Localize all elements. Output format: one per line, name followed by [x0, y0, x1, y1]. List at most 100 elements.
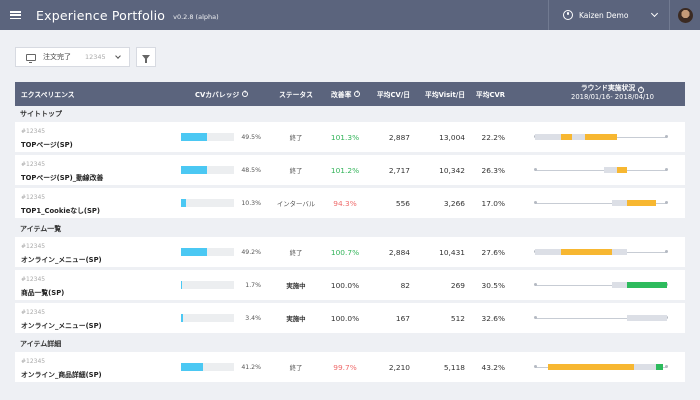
coverage-bar	[181, 248, 234, 256]
avg-cv-value: 2,717	[388, 165, 410, 175]
monitor-icon	[26, 53, 36, 63]
timeline-start-dot	[534, 365, 537, 368]
help-icon[interactable]: ?	[638, 87, 645, 93]
col-round: ラウンド実施状況? 2018/01/16- 2018/04/10	[540, 84, 685, 102]
table-row[interactable]: #12345 TOPページ(SP)_動線改善 48.5% 終了 101.2% 2…	[15, 155, 685, 185]
group-header: サイトトップ	[20, 110, 62, 118]
experience-name[interactable]: TOP1_Cookieなし(SP)	[21, 207, 100, 215]
table-row[interactable]: #12345 オンライン_商品詳細(SP) 41.2% 終了 99.7% 2,2…	[15, 352, 685, 382]
table-body: サイトトップ #12345 TOPページ(SP) 49.5% 終了 101.3%…	[15, 106, 685, 382]
avg-cv-value: 2,884	[388, 247, 410, 257]
round-segment[interactable]	[627, 200, 657, 206]
round-segment[interactable]	[611, 200, 628, 206]
experience-id: #12345	[21, 309, 46, 316]
avg-cv-value: 556	[395, 198, 410, 208]
experience-id: #12345	[21, 243, 46, 250]
coverage-bar	[181, 363, 234, 371]
coverage-bar	[181, 314, 234, 322]
experience-name[interactable]: 商品一覧(SP)	[21, 289, 65, 297]
experience-name[interactable]: オンライン_メニュー(SP)	[21, 322, 102, 330]
round-segment[interactable]	[561, 134, 572, 140]
coverage-value: 10.3%	[241, 199, 261, 207]
improvement-value: 100.0%	[330, 280, 360, 290]
help-icon[interactable]: ?	[354, 91, 361, 97]
experience-id: #12345	[21, 276, 46, 283]
round-segment[interactable]	[561, 249, 612, 255]
col-avg-cv[interactable]: 平均CV/日	[376, 91, 410, 99]
round-timeline	[534, 200, 668, 206]
experience-name[interactable]: オンライン_商品詳細(SP)	[21, 371, 102, 379]
timeline-end-dot	[665, 201, 668, 204]
avg-cvr-value: 26.3%	[481, 165, 505, 175]
round-segment[interactable]	[585, 134, 617, 140]
round-segment[interactable]	[616, 167, 628, 173]
round-segment[interactable]	[571, 134, 586, 140]
status-label: インターバル	[276, 199, 316, 208]
user-name: Kaizen Demo	[579, 10, 629, 20]
round-segment[interactable]	[548, 364, 634, 370]
goal-select[interactable]: 注文完了 12345	[15, 47, 130, 67]
round-segment[interactable]	[611, 282, 628, 288]
timeline-end-dot	[665, 365, 668, 368]
round-period: 2018/01/16- 2018/04/10	[571, 93, 654, 101]
experience-id: #12345	[21, 128, 46, 135]
experience-table: エクスペリエンス CVカバレッジ? ステータス 改善率? 平均CV/日 平均Vi…	[15, 82, 685, 385]
experience-name[interactable]: オンライン_メニュー(SP)	[21, 256, 102, 264]
filter-button[interactable]	[136, 47, 156, 67]
status-label: 終了	[289, 166, 303, 175]
round-segment[interactable]	[603, 167, 617, 173]
group-header: アイテム詳細	[20, 340, 62, 348]
experience-name[interactable]: TOPページ(SP)	[21, 141, 73, 149]
status-label: 実施中	[286, 314, 306, 323]
table-row[interactable]: #12345 TOP1_Cookieなし(SP) 10.3% インターバル 94…	[15, 188, 685, 218]
col-coverage[interactable]: CVカバレッジ?	[195, 91, 249, 99]
col-avg-cvr[interactable]: 平均CVR	[475, 91, 505, 99]
round-timeline	[534, 364, 668, 370]
col-status[interactable]: ステータス	[279, 91, 313, 99]
group-header: アイテム一覧	[20, 225, 62, 233]
user-menu-button[interactable]: Kaizen Demo	[548, 0, 670, 30]
coverage-bar	[181, 133, 234, 141]
avg-cv-value: 2,210	[388, 362, 410, 372]
round-segment[interactable]	[634, 364, 657, 370]
col-avg-visit[interactable]: 平均Visit/日	[425, 91, 465, 99]
timeline-end-dot	[665, 135, 668, 138]
timeline-start-dot	[534, 168, 537, 171]
experience-id: #12345	[21, 358, 46, 365]
goal-id: 12345	[85, 53, 106, 61]
menu-icon[interactable]	[0, 0, 30, 30]
coverage-value: 48.5%	[241, 166, 261, 174]
avatar[interactable]	[670, 0, 700, 30]
timeline-axis	[535, 169, 667, 171]
col-improvement[interactable]: 改善率?	[331, 91, 361, 99]
table-row[interactable]: #12345 TOPページ(SP) 49.5% 終了 101.3% 2,887 …	[15, 122, 685, 152]
coverage-fill	[181, 248, 208, 256]
round-segment[interactable]	[611, 249, 628, 255]
timeline-axis	[535, 202, 667, 204]
coverage-value: 49.5%	[241, 133, 261, 141]
coverage-value: 1.7%	[245, 281, 261, 289]
experience-id: #12345	[21, 161, 46, 168]
round-segment[interactable]	[535, 134, 562, 140]
toolbar: 注文完了 12345	[15, 47, 156, 67]
avg-visit-value: 13,004	[439, 132, 465, 142]
round-segment[interactable]	[535, 249, 562, 255]
coverage-fill	[181, 363, 203, 371]
improvement-value: 94.3%	[333, 198, 357, 208]
table-row[interactable]: #12345 商品一覧(SP) 1.7% 実施中 100.0% 82 269 3…	[15, 270, 685, 300]
col-experience[interactable]: エクスペリエンス	[21, 91, 75, 99]
coverage-value: 49.2%	[241, 248, 261, 256]
round-segment[interactable]	[627, 282, 667, 288]
round-segment[interactable]	[656, 364, 664, 370]
experience-name[interactable]: TOPページ(SP)_動線改善	[21, 174, 104, 182]
table-row[interactable]: #12345 オンライン_メニュー(SP) 3.4% 実施中 100.0% 16…	[15, 303, 685, 333]
coverage-bar	[181, 199, 234, 207]
table-row[interactable]: #12345 オンライン_メニュー(SP) 49.2% 終了 100.7% 2,…	[15, 237, 685, 267]
help-icon[interactable]: ?	[242, 91, 249, 97]
status-label: 終了	[289, 248, 303, 257]
round-segment[interactable]	[627, 315, 667, 321]
chevron-down-icon	[115, 53, 121, 59]
timeline-end-dot	[665, 250, 668, 253]
avg-visit-value: 3,266	[443, 198, 465, 208]
round-timeline	[534, 249, 668, 255]
